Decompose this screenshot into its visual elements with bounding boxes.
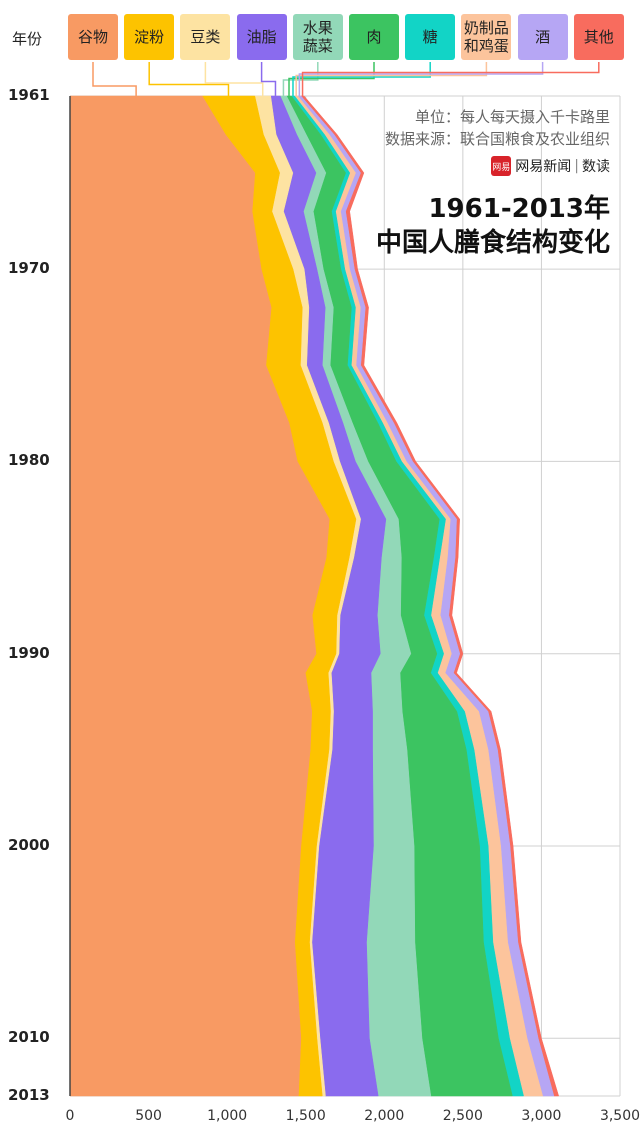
legend-connector xyxy=(298,62,544,96)
x-tick-label: 2,500 xyxy=(442,1108,483,1124)
y-tick-label: 2010 xyxy=(8,1028,50,1047)
legend-label: 淀粉 xyxy=(134,28,165,46)
legend-item: 酒 xyxy=(517,14,568,60)
brand-separator: | xyxy=(574,158,579,174)
legend-label: 其他 xyxy=(583,28,614,46)
chart-title-line1: 1961-2013年 xyxy=(428,194,610,224)
legend-item: 水果 蔬菜 xyxy=(292,14,343,60)
x-tick-label: 1,000 xyxy=(207,1108,248,1124)
y-tick-label: 1970 xyxy=(8,259,50,278)
y-tick-label: 2000 xyxy=(8,836,50,854)
legend-connector xyxy=(148,62,230,96)
legend-connector xyxy=(292,62,431,96)
unit-note: 单位：每人每天摄入千卡路里 xyxy=(414,108,610,126)
legend-label: 豆类 xyxy=(190,28,221,46)
legend-item: 糖 xyxy=(405,14,456,60)
legend-label: 糖 xyxy=(422,28,438,46)
brand-name: 网易新闻 xyxy=(515,159,572,175)
x-tick-label: 3,500 xyxy=(599,1108,640,1124)
legend-item: 豆类 xyxy=(180,14,231,60)
legend-item: 肉 xyxy=(349,14,399,60)
source-note: 数据来源：联合国粮食及农业组织 xyxy=(384,130,610,148)
x-tick-label: 500 xyxy=(135,1108,162,1124)
legend-label: 谷物 xyxy=(77,28,108,46)
y-tick-label: 1990 xyxy=(8,643,50,662)
legend-item: 其他 xyxy=(573,14,624,60)
legend-label: 酒 xyxy=(535,28,551,46)
x-tick-label: 0 xyxy=(65,1108,75,1124)
x-tick-label: 2,000 xyxy=(364,1108,405,1124)
legend-connector xyxy=(282,62,319,96)
brand-block: 网易 网易新闻 | 数读 xyxy=(491,156,610,176)
legend-label: 奶制品 和鸡蛋 xyxy=(463,19,509,55)
legend-item: 油脂 xyxy=(236,14,287,60)
legend-item: 谷物 xyxy=(68,14,118,60)
y-tick-label: 2013 xyxy=(8,1086,50,1104)
legend-title: 年份 xyxy=(12,30,43,48)
netease-logo-icon: 网易 xyxy=(491,156,512,176)
x-tick-label: 1,500 xyxy=(285,1108,326,1124)
legend-label: 油脂 xyxy=(246,28,277,46)
chart-title-line2: 中国人膳食结构变化 xyxy=(375,228,610,258)
legend-connector xyxy=(288,62,375,96)
legend-connector xyxy=(301,62,600,96)
legend-connector xyxy=(204,62,264,96)
brand-column: 数读 xyxy=(582,159,610,175)
legend-item: 淀粉 xyxy=(124,14,175,60)
legend-connector xyxy=(260,62,277,96)
legend-label: 肉 xyxy=(366,28,382,46)
legend-connector xyxy=(92,62,137,96)
legend-label: 水果 蔬菜 xyxy=(302,19,333,55)
legend-item: 奶制品 和鸡蛋 xyxy=(461,14,512,60)
legend-connector xyxy=(295,62,488,96)
y-tick-label: 1961 xyxy=(8,86,50,104)
y-tick-label: 1980 xyxy=(8,451,50,470)
x-tick-label: 3,000 xyxy=(521,1108,562,1124)
